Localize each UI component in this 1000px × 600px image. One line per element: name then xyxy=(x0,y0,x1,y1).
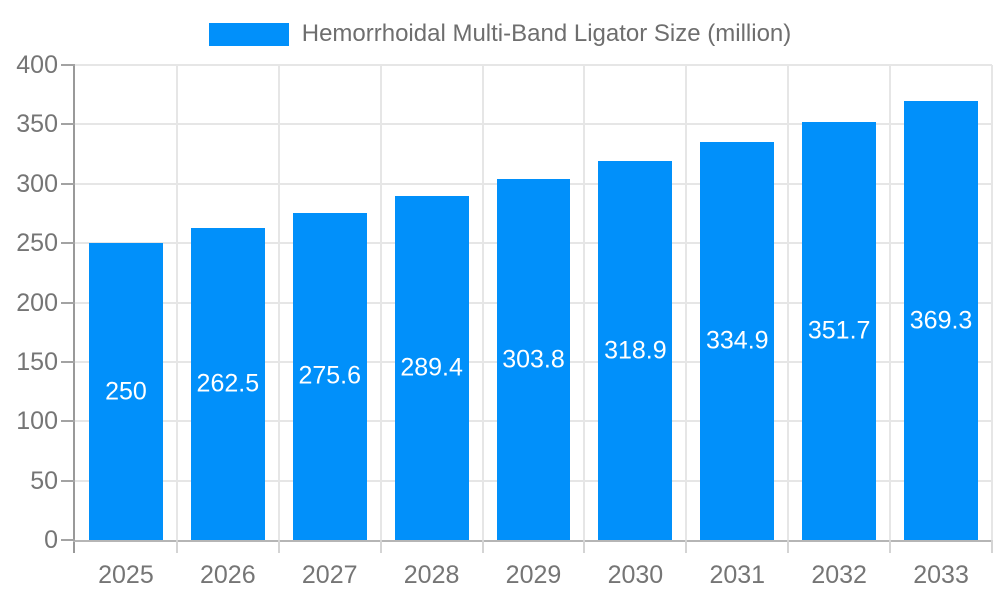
bar[interactable]: 334.9 xyxy=(700,142,775,540)
bar-value-label: 275.6 xyxy=(298,361,361,390)
y-axis-tick xyxy=(61,479,75,482)
bar[interactable]: 275.6 xyxy=(292,212,367,540)
y-axis-tick xyxy=(61,64,75,66)
bar[interactable]: 303.8 xyxy=(496,179,571,540)
bar[interactable]: 369.3 xyxy=(904,101,979,540)
x-axis-tick xyxy=(175,540,178,553)
x-axis-tick-label: 2029 xyxy=(505,561,562,589)
bar-value-label: 289.4 xyxy=(400,353,463,382)
bar-value-label: 369.3 xyxy=(909,306,973,335)
y-axis-tick-label: 200 xyxy=(16,288,58,317)
x-axis-tick xyxy=(991,540,993,553)
x-axis-tick-label: 2033 xyxy=(913,561,969,589)
plot-area: 250 262.5 275.6 289.4 303.8 318.9 334.9 351.7 36… xyxy=(75,64,993,540)
bar[interactable]: 289.4 xyxy=(394,196,469,540)
y-axis-tick xyxy=(61,360,75,363)
y-axis-tick xyxy=(61,420,75,423)
legend-label: Hemorrhoidal Multi-Band Ligator Size (mi… xyxy=(301,20,792,47)
x-axis-tick xyxy=(277,540,280,553)
legend-swatch xyxy=(208,22,289,46)
x-axis-tick-label: 2030 xyxy=(607,561,664,589)
bar-value-label: 351.7 xyxy=(807,316,871,345)
x-axis-tick xyxy=(481,540,484,553)
y-axis-tick-label: 400 xyxy=(16,51,58,79)
x-axis-tick xyxy=(787,540,790,553)
bar[interactable]: 351.7 xyxy=(802,122,877,540)
bar-value-label: 318.9 xyxy=(604,336,667,365)
x-axis-tick-label: 2025 xyxy=(98,561,154,589)
y-axis-tick-label: 0 xyxy=(44,526,58,554)
bar-value-label: 334.9 xyxy=(705,326,769,355)
x-axis-tick xyxy=(379,540,382,553)
v-gridline xyxy=(481,65,484,540)
v-gridline xyxy=(379,65,382,540)
bar[interactable]: 250 xyxy=(88,243,163,540)
v-gridline xyxy=(889,65,892,540)
x-axis-tick xyxy=(583,540,586,553)
x-axis-tick xyxy=(685,540,688,553)
v-gridline xyxy=(685,65,688,540)
h-gridline xyxy=(75,64,992,66)
legend-item[interactable]: Hemorrhoidal Multi-Band Ligator Size (mi… xyxy=(0,20,1000,48)
x-axis-tick-label: 2026 xyxy=(200,561,256,589)
bar-value-label: 303.8 xyxy=(502,345,565,374)
y-axis-tick-label: 150 xyxy=(16,347,58,376)
x-axis-tick-label: 2031 xyxy=(709,561,766,589)
y-axis-tick-label: 100 xyxy=(16,407,58,436)
x-axis-tick xyxy=(889,540,892,553)
h-gridline xyxy=(75,123,992,126)
x-axis-tick-label: 2027 xyxy=(301,561,358,589)
y-axis-tick-label: 250 xyxy=(16,229,58,258)
x-axis-line xyxy=(73,540,992,542)
v-gridline xyxy=(991,65,993,540)
x-axis-tick-label: 2028 xyxy=(403,561,460,589)
bar-value-label: 262.5 xyxy=(196,369,260,398)
v-gridline xyxy=(277,65,280,540)
y-axis-tick-label: 300 xyxy=(16,169,58,198)
y-axis-line xyxy=(73,65,75,553)
y-axis-tick xyxy=(61,539,75,541)
y-axis-tick xyxy=(61,182,75,185)
v-gridline xyxy=(787,65,790,540)
y-axis-tick xyxy=(61,301,75,304)
y-axis-tick xyxy=(61,242,75,245)
y-axis-tick-label: 350 xyxy=(16,110,58,139)
x-axis-tick-label: 2032 xyxy=(811,561,867,589)
v-gridline xyxy=(583,65,586,540)
bar[interactable]: 318.9 xyxy=(598,161,673,540)
bar-value-label: 250 xyxy=(105,377,147,406)
v-gridline xyxy=(175,65,178,540)
y-axis-tick xyxy=(61,123,75,126)
y-axis-tick-label: 50 xyxy=(30,466,58,495)
bar[interactable]: 262.5 xyxy=(190,228,265,540)
